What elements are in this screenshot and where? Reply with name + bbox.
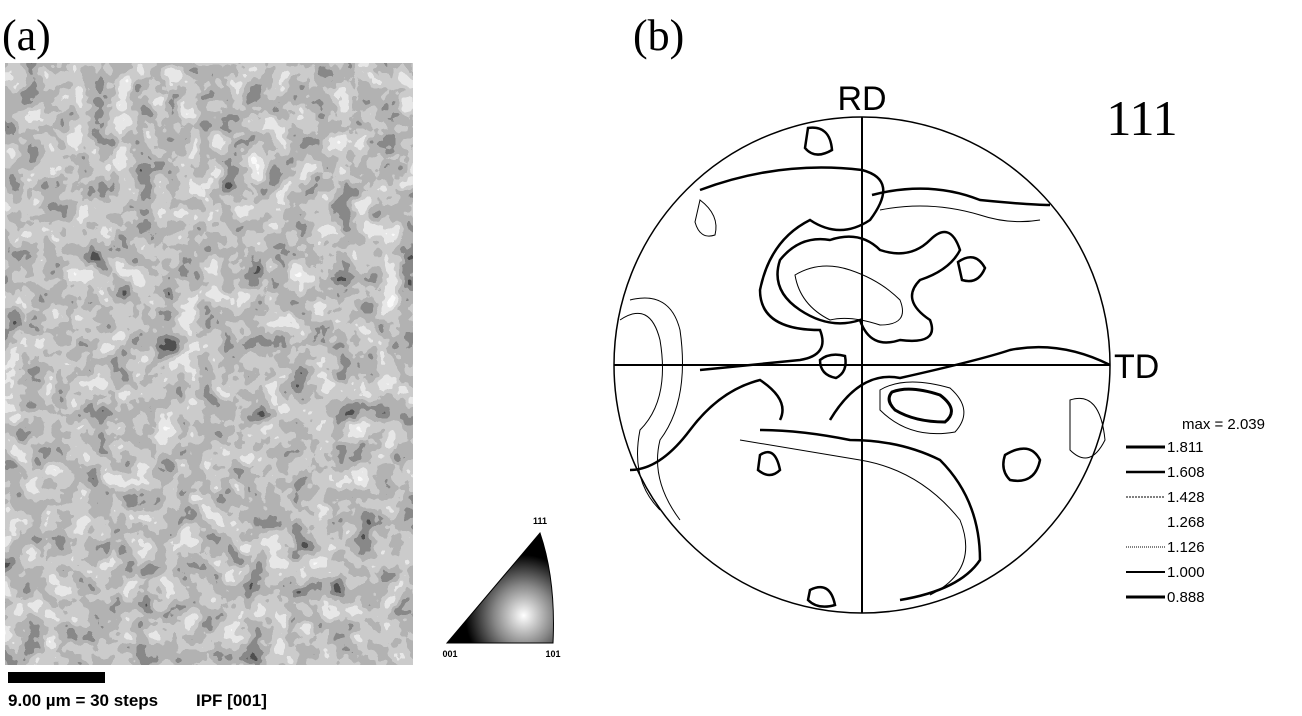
triangle-label: 111	[533, 516, 547, 526]
legend-level: 1.811	[1167, 439, 1203, 456]
ipf-triangle	[447, 533, 553, 643]
triangle-label: 001	[442, 649, 457, 659]
pole-figure	[614, 117, 1110, 613]
panel-label: (a)	[2, 11, 51, 60]
contour-legend: 1.811 1.608 1.428 1.268 1.126 1.000 0.888	[1126, 439, 1205, 606]
legend-level: 1.608	[1167, 464, 1205, 481]
triangle-label: 101	[545, 649, 560, 659]
legend-level: 1.268	[1167, 514, 1205, 531]
scale-bar	[8, 672, 105, 683]
max-label: max = 2.039	[1182, 416, 1265, 433]
legend-level: 1.126	[1167, 539, 1205, 556]
panel-label: (b)	[633, 11, 684, 60]
rd-label: RD	[837, 80, 886, 118]
pole-label: 111	[1106, 90, 1177, 146]
figure: (a) 111 001 101 9.00 µm = 30 steps IPF […	[0, 0, 1302, 716]
legend-level: 0.888	[1167, 589, 1205, 606]
legend-level: 1.428	[1167, 489, 1205, 506]
ebsd-map	[5, 63, 413, 665]
legend-level: 1.000	[1167, 564, 1205, 581]
scale-text: 9.00 µm = 30 steps	[8, 691, 158, 710]
td-label: TD	[1114, 348, 1159, 386]
map-type: IPF [001]	[196, 691, 267, 710]
